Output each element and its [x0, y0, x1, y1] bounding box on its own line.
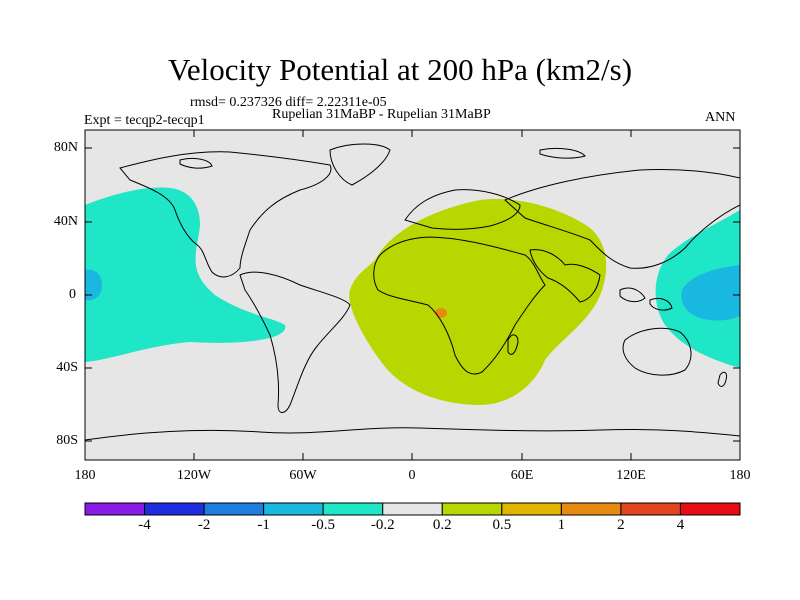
lon-label-120e: 120E — [616, 468, 646, 483]
positive-core-africa — [435, 308, 447, 318]
map-title: Velocity Potential at 200 hPa (km2/s) — [167, 52, 633, 87]
lat-ticks — [85, 147, 740, 442]
colorbar — [84, 502, 741, 516]
colorbar-swatch — [679, 502, 741, 516]
colorbar-swatch — [382, 502, 443, 516]
colorbar-swatch — [441, 502, 503, 516]
colorbar-label: 4 — [676, 517, 685, 533]
negative-core-east — [681, 265, 740, 321]
colorbar-swatch — [203, 502, 265, 516]
lon-label-60e: 60E — [510, 468, 534, 483]
coastlines — [85, 143, 740, 441]
colorbar-swatch — [263, 502, 324, 516]
lon-label-180-left: 180 — [74, 468, 96, 483]
colorbar-label: -0.2 — [370, 517, 395, 533]
negative-core-west — [85, 269, 102, 301]
colorbar-swatch — [84, 502, 146, 516]
lat-label-40s: 40S — [56, 360, 78, 375]
season-label: ANN — [705, 110, 736, 125]
colorbar-label: 0.2 — [432, 517, 452, 533]
colorbar-label: -1 — [257, 517, 270, 533]
colorbar-label: -4 — [138, 517, 151, 533]
expt-label: Expt = tecqp2-tecqp1 — [84, 113, 205, 128]
colorbar-swatch — [620, 502, 681, 516]
colorbar-label: 0.5 — [492, 517, 512, 533]
stats-label: rmsd= 0.237326 diff= 2.22311e-05 — [190, 95, 387, 110]
lon-label-180-right: 180 — [729, 468, 751, 483]
colorbar-swatch — [322, 502, 384, 516]
lat-label-0: 0 — [69, 287, 76, 302]
lon-label-60w: 60W — [289, 468, 317, 483]
colorbar-label: -2 — [197, 517, 211, 533]
colorbar-label: -0.5 — [311, 517, 336, 533]
negative-region-west — [85, 187, 286, 362]
case-label: Rupelian 31MaBP - Rupelian 31MaBP — [272, 107, 491, 122]
field-layer — [85, 143, 740, 441]
lon-label-0: 0 — [408, 468, 416, 483]
lat-label-80s: 80S — [56, 433, 78, 448]
colorbar-label: 2 — [617, 517, 625, 533]
lat-label-40n: 40N — [53, 214, 78, 229]
colorbar-swatch — [144, 502, 205, 516]
lon-label-120w: 120W — [176, 468, 212, 483]
lon-ticks — [193, 130, 632, 460]
colorbar-swatch — [560, 502, 622, 516]
colorbar-swatch — [501, 502, 562, 516]
lat-label-80n: 80N — [53, 140, 78, 155]
colorbar-label: 1 — [557, 517, 566, 533]
